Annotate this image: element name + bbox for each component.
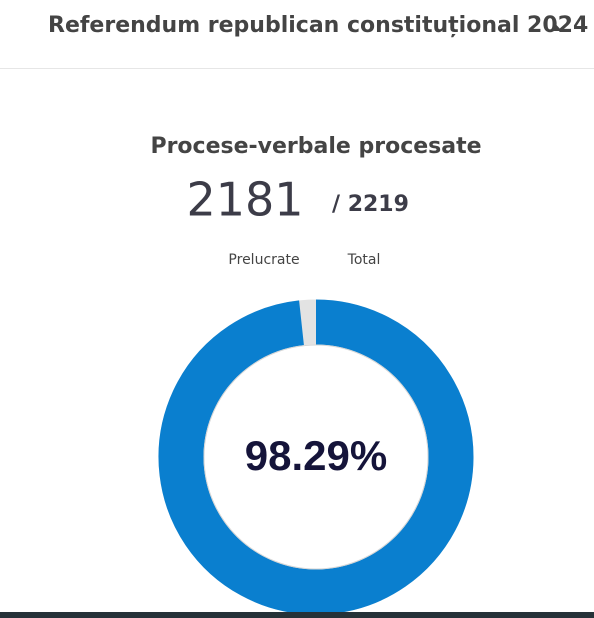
- processed-count: 2181: [186, 173, 303, 227]
- gauge-inner: [203, 344, 429, 570]
- collapse-caret[interactable]: [551, 25, 562, 31]
- gauge-title: Procese-verbale procesate: [150, 134, 481, 159]
- percent-label: 98.29%: [245, 432, 387, 479]
- total-count: / 2219: [332, 192, 409, 217]
- total-label: Total: [347, 252, 381, 268]
- header-bar[interactable]: [0, 0, 594, 68]
- bottom-bar: [0, 612, 594, 618]
- gauge-arc: [158, 299, 474, 615]
- header-title[interactable]: Referendum republican constituțional 202…: [48, 13, 588, 38]
- gauge-arc-layer: [158, 299, 474, 615]
- processed-label: Prelucrate: [228, 252, 299, 268]
